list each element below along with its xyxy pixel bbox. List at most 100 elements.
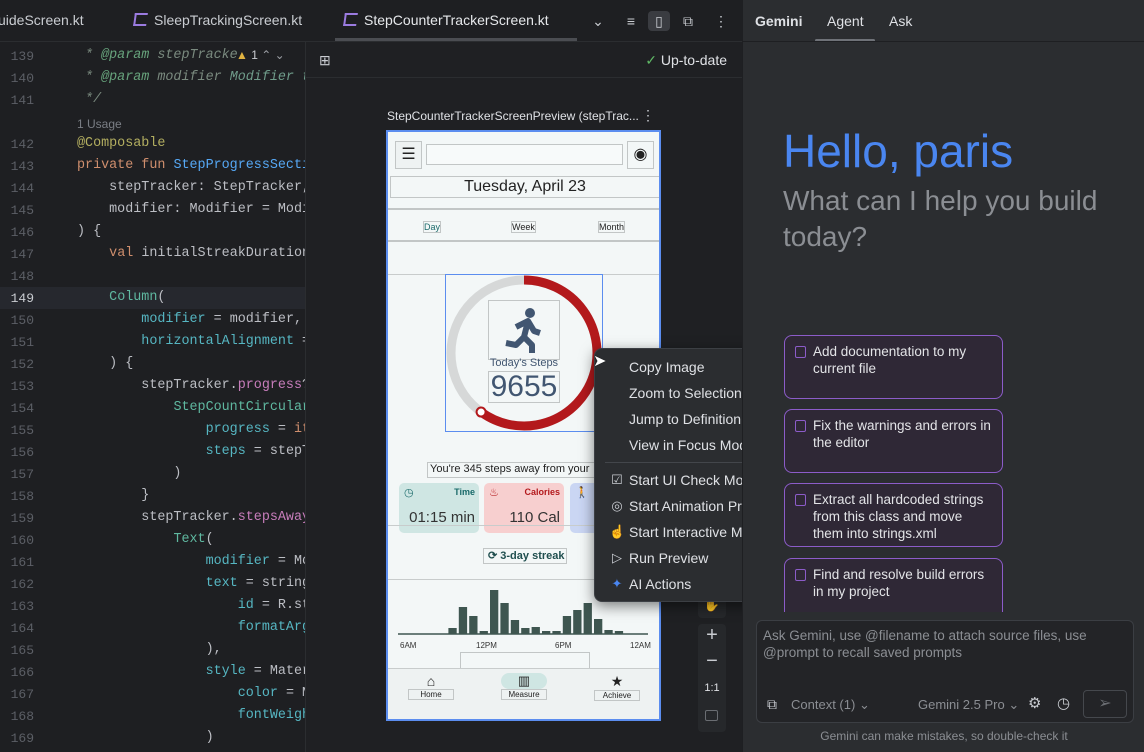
zoom-out-icon[interactable]: − <box>706 650 718 672</box>
split-view-icon[interactable]: ▯ <box>648 11 670 31</box>
streak-icon: ⟳ <box>488 550 498 562</box>
prompt-input[interactable]: Ask Gemini, use @filename to attach sour… <box>756 620 1134 723</box>
code-line[interactable]: id = R.st <box>77 598 306 613</box>
code-token: StepCountCircular <box>173 400 306 415</box>
code-line[interactable]: stepTracker: StepTracker, <box>77 180 305 195</box>
settings-gear-icon[interactable]: ⚙ <box>1028 695 1042 712</box>
code-line[interactable]: } <box>77 488 149 503</box>
design-view-icon[interactable]: ⧉ <box>683 13 693 29</box>
nav-measure[interactable]: ▥ Measure <box>501 673 547 700</box>
code-line[interactable]: modifier: Modifier = Modi <box>77 202 305 217</box>
code-token: @param <box>101 48 150 63</box>
code-token: ( <box>157 290 166 305</box>
previous-warning-icon[interactable]: ⌃ <box>261 48 272 62</box>
code-line[interactable]: stepTracker.stepsAway <box>77 510 305 525</box>
warning-indicator[interactable]: ▲ 1 ⌃ ⌄ <box>236 48 285 62</box>
zoom-reset-button[interactable]: 1:1 <box>704 682 720 694</box>
code-line[interactable]: style = Mater <box>77 664 305 679</box>
tab-guide-screen[interactable]: uideScreen.kt <box>0 12 84 28</box>
line-number: 155 <box>10 423 34 438</box>
menu-item[interactable]: ☝ Start Interactive Mode <box>595 524 803 546</box>
chart-bar <box>521 628 530 634</box>
layout-options-icon[interactable]: ⊞ <box>319 52 331 68</box>
code-token: id <box>237 598 254 613</box>
tab-sleep-tracking-screen[interactable]: SleepTrackingScreen.kt <box>133 12 302 28</box>
history-clock-icon[interactable]: ◷ <box>1057 695 1071 712</box>
menu-item[interactable]: Copy Image <box>595 359 803 381</box>
code-token: = modifier, <box>205 312 303 327</box>
code-line[interactable]: StepCountCircular <box>77 400 306 415</box>
code-line[interactable]: text = string <box>77 576 305 591</box>
menu-item[interactable]: ☑ Start UI Check Mode <box>595 472 803 494</box>
code-line[interactable]: ) { <box>77 224 101 239</box>
code-editor[interactable]: 139 * @param stepTracke 140 * @param modi… <box>0 42 306 752</box>
suggestion-icon <box>795 346 806 358</box>
code-line[interactable]: ) <box>77 466 181 481</box>
tab-ask[interactable]: Ask <box>889 13 913 29</box>
suggestion-icon <box>795 494 806 506</box>
suggestion-card[interactable]: Add documentation to my current file <box>784 335 1003 399</box>
build-status: ✓ Up-to-date <box>645 52 727 68</box>
tab-step-counter-screen[interactable]: StepCounterTrackerScreen.kt <box>343 12 549 28</box>
code-line[interactable]: private fun StepProgressSecti <box>77 158 305 173</box>
line-number: 140 <box>10 71 34 86</box>
menu-item[interactable]: Zoom to Selection <box>595 385 803 407</box>
suggestion-card[interactable]: Extract all hardcoded strings from this … <box>784 483 1003 547</box>
menu-item[interactable]: Jump to Definition <box>595 411 803 433</box>
menu-item[interactable]: ◎ Start Animation Preview <box>595 498 803 520</box>
code-line[interactable]: * @param stepTracke <box>77 48 238 63</box>
x-tick-label: 6AM <box>400 641 417 650</box>
code-line[interactable]: modifier = Mo <box>77 554 305 569</box>
attach-image-icon[interactable]: ⧉ <box>767 696 777 712</box>
zoom-in-icon[interactable]: + <box>706 624 718 646</box>
code-line[interactable]: * @param modifier Modifier t <box>77 70 305 85</box>
next-warning-icon[interactable]: ⌄ <box>274 48 285 62</box>
code-token: modifier <box>205 554 270 569</box>
code-line[interactable]: val initialStreakDuration <box>77 246 305 261</box>
code-token: } <box>77 488 150 503</box>
code-line[interactable]: modifier = modifier, <box>77 312 302 327</box>
code-line[interactable]: */ <box>77 92 101 107</box>
code-line[interactable]: @Composable <box>77 136 165 151</box>
code-line[interactable]: ) { <box>77 356 133 371</box>
chart-bar <box>614 631 624 634</box>
code-token <box>77 576 206 591</box>
search-bar <box>426 144 623 165</box>
zoom-to-fit-icon[interactable] <box>705 710 718 721</box>
code-line[interactable]: Column( <box>77 290 165 305</box>
code-token: = R.st <box>253 598 306 613</box>
nav-home[interactable]: ⌂ Home <box>408 673 454 700</box>
suggestion-card[interactable]: Fix the warnings and errors in the edito… <box>784 409 1003 473</box>
menu-item-label: Start UI Check Mode <box>629 472 759 488</box>
code-line[interactable]: Text( <box>77 532 213 547</box>
code-line[interactable]: stepTracker.progress? <box>77 378 305 393</box>
code-line[interactable]: formatArgs <box>77 620 305 635</box>
context-dropdown[interactable]: Context (1) ⌄ <box>791 697 870 712</box>
send-button[interactable]: ➢ <box>1083 690 1127 718</box>
code-view-icon[interactable]: ≡ <box>626 13 636 29</box>
menu-item[interactable]: View in Focus Mode <box>595 437 803 459</box>
code-line[interactable]: ) <box>77 730 214 745</box>
code-line[interactable]: ), <box>77 642 222 657</box>
tab-agent[interactable]: Agent <box>827 13 864 29</box>
preview-more-icon[interactable]: ⋮ <box>641 107 655 123</box>
mouse-cursor: ➤ <box>593 353 607 370</box>
chart-bar <box>594 619 603 634</box>
editor-tab-bar: uideScreen.kt SleepTrackingScreen.kt Ste… <box>0 0 742 42</box>
prompt-placeholder: Ask Gemini, use @filename to attach sour… <box>763 628 1087 660</box>
code-line[interactable]: horizontalAlignment = <box>77 334 305 349</box>
code-line[interactable]: progress = it <box>77 422 305 437</box>
menu-icon: ☰ <box>395 141 422 169</box>
code-line[interactable]: steps = stepTr <box>77 444 305 459</box>
more-options-icon[interactable]: ⋮ <box>714 13 728 29</box>
code-line[interactable]: fontWeight <box>77 708 305 723</box>
usage-hint[interactable]: 1 Usage <box>77 117 122 131</box>
line-number: 160 <box>10 533 34 548</box>
tab-overflow-chevron-icon[interactable]: ⌄ <box>592 13 604 29</box>
nav-achieve[interactable]: ★ Achieve <box>594 673 640 701</box>
model-dropdown[interactable]: Gemini 2.5 Pro ⌄ <box>918 697 1020 712</box>
line-number: 146 <box>10 225 34 240</box>
line-number: 148 <box>10 269 34 284</box>
menu-item[interactable]: ▷ Run Preview <box>595 550 803 572</box>
code-line[interactable]: color = Ma <box>77 686 305 701</box>
